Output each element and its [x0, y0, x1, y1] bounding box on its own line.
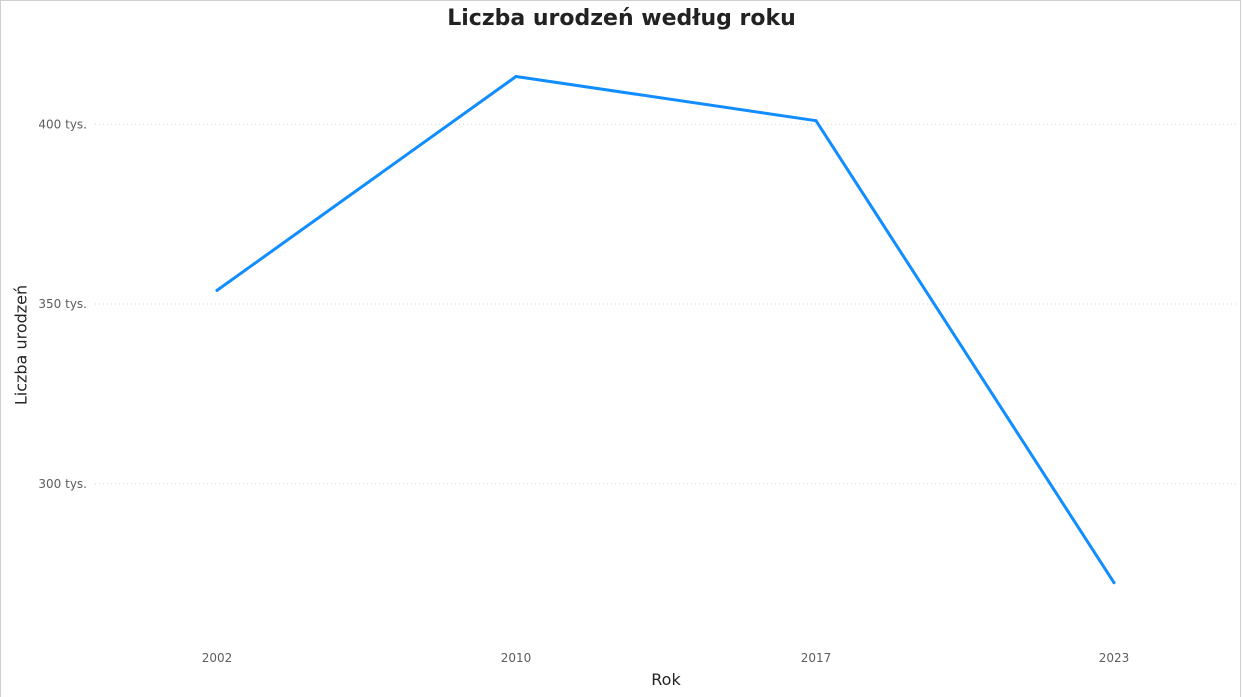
gridlines — [95, 123, 1236, 485]
x-tick-label: 2017 — [801, 651, 832, 665]
data-point — [215, 288, 219, 292]
data-point — [814, 119, 818, 123]
chart-title: Liczba urodzeń według roku — [447, 6, 796, 31]
y-tick-label: 300 tys. — [38, 477, 87, 491]
series-line — [215, 75, 1116, 585]
x-axis-ticks: 2002 2010 2017 2023 — [202, 651, 1130, 665]
x-tick-label: 2023 — [1099, 651, 1130, 665]
y-tick-label: 350 tys. — [38, 297, 87, 311]
data-point — [1112, 581, 1116, 585]
y-tick-label: 400 tys. — [38, 117, 87, 131]
x-tick-label: 2010 — [501, 651, 532, 665]
series-lines — [215, 74, 1116, 585]
x-tick-label: 2002 — [202, 651, 233, 665]
data-point — [514, 74, 518, 78]
x-axis-title: Rok — [651, 670, 681, 689]
y-axis-ticks: 300 tys. 350 tys. 400 tys. — [38, 117, 87, 491]
